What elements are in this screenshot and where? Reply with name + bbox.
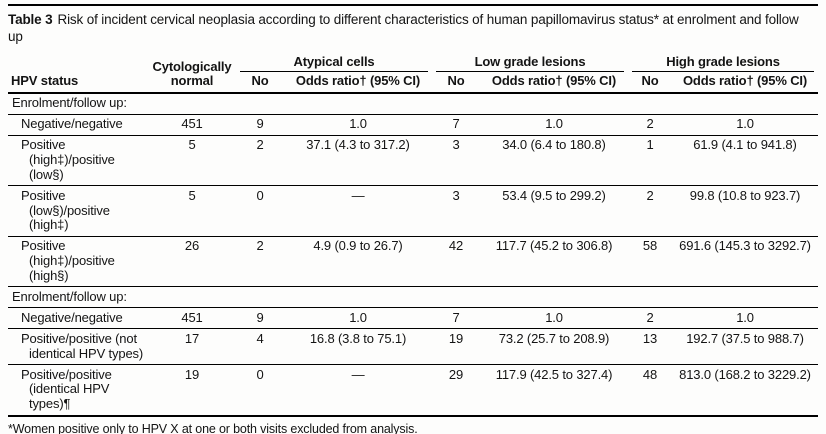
count-cell: 2 bbox=[236, 235, 284, 287]
col-header-cytologically-normal: Cytologically normal bbox=[148, 54, 236, 94]
odds-ratio-cell: 1.0 bbox=[672, 307, 819, 329]
count-cell: 2 bbox=[236, 134, 284, 186]
section-header-row: Enrolment/follow up: bbox=[8, 92, 819, 115]
table-body: Enrolment/follow up: Negative/negative 451… bbox=[8, 92, 819, 416]
odds-ratio-cell: 117.9 (42.5 to 327.4) bbox=[480, 364, 628, 416]
row-label-cell: Negative/negative bbox=[8, 307, 148, 329]
table-title-text: Risk of incident cervical neoplasia acco… bbox=[8, 12, 799, 45]
odds-ratio-cell: 16.8 (3.8 to 75.1) bbox=[284, 328, 432, 365]
col-header-no-atypical: No bbox=[236, 72, 284, 94]
footnote-line: *Women positive only to HPV X at one or … bbox=[8, 421, 418, 434]
count-cell: 0 bbox=[236, 185, 284, 237]
table-row: Positive (high‡)/positive (high§) 26 2 4.9 … bbox=[8, 235, 819, 287]
odds-ratio-cell: 1.0 bbox=[672, 113, 819, 136]
col-header-no-high-grade: No bbox=[628, 72, 672, 94]
col-header-no-low-grade: No bbox=[432, 72, 480, 94]
cytologically-normal-cell: 17 bbox=[148, 328, 236, 365]
sub-header-row: No Odds ratio† (95% CI) No Odds ratio† (… bbox=[8, 72, 819, 94]
odds-ratio-cell: 4.9 (0.9 to 26.7) bbox=[284, 235, 432, 287]
section-label: Enrolment/follow up: bbox=[8, 286, 819, 308]
row-label-cell: Positive (high‡)/positive (high§) bbox=[8, 235, 148, 287]
odds-ratio-cell: 53.4 (9.5 to 299.2) bbox=[480, 185, 628, 237]
odds-ratio-cell: 37.1 (4.3 to 317.2) bbox=[284, 134, 432, 186]
count-cell: 7 bbox=[432, 307, 480, 329]
count-cell: 9 bbox=[236, 307, 284, 329]
col-header-odds-ratio-atypical: Odds ratio† (95% CI) bbox=[284, 72, 432, 94]
results-table: HPV status Cytologically normal Atypical… bbox=[8, 54, 819, 417]
count-cell: 1 bbox=[628, 134, 672, 186]
table-row: Positive/positive (not identical HPV typ… bbox=[8, 328, 819, 365]
odds-ratio-cell: 1.0 bbox=[480, 307, 628, 329]
table-title-label: Table 3 bbox=[8, 12, 53, 27]
row-label-cell: Positive/positive (not identical HPV typ… bbox=[8, 328, 148, 365]
odds-ratio-cell: 1.0 bbox=[284, 113, 432, 136]
count-cell: 29 bbox=[432, 364, 480, 416]
cytologically-normal-cell: 451 bbox=[148, 113, 236, 136]
odds-ratio-cell: 73.2 (25.7 to 208.9) bbox=[480, 328, 628, 365]
odds-ratio-cell: 192.7 (37.5 to 988.7) bbox=[672, 328, 819, 365]
row-label-cell: Positive (high‡)/positive (low§) bbox=[8, 134, 148, 186]
table-header: HPV status Cytologically normal Atypical… bbox=[8, 54, 819, 94]
group-header-row: HPV status Cytologically normal Atypical… bbox=[8, 54, 818, 94]
row-label-cell: Positive/positive (identical HPV types)¶ bbox=[8, 364, 148, 416]
section-header-row: Enrolment/follow up: bbox=[8, 286, 819, 308]
col-header-hpv-status: HPV status bbox=[8, 54, 148, 94]
table-row: Negative/negative 451 9 1.0 7 1.0 2 1.0 bbox=[8, 113, 819, 136]
count-cell: 3 bbox=[432, 185, 480, 237]
table-row: Positive/positive (identical HPV types)¶… bbox=[8, 364, 819, 416]
odds-ratio-cell: 117.7 (45.2 to 306.8) bbox=[480, 235, 628, 287]
count-cell: 42 bbox=[432, 235, 480, 287]
footnotes: *Women positive only to HPV X at one or … bbox=[8, 422, 814, 434]
odds-ratio-cell: 61.9 (4.1 to 941.8) bbox=[672, 134, 819, 186]
cytologically-normal-cell: 5 bbox=[148, 134, 236, 186]
count-cell: 9 bbox=[236, 113, 284, 136]
odds-ratio-cell: 34.0 (6.4 to 180.8) bbox=[480, 134, 628, 186]
table-title: Table 3 Risk of incident cervical neoplas… bbox=[8, 11, 814, 46]
table-row: Negative/negative 451 9 1.0 7 1.0 2 1.0 bbox=[8, 307, 819, 329]
odds-ratio-cell: 99.8 (10.8 to 923.7) bbox=[672, 185, 819, 237]
count-cell: 0 bbox=[236, 364, 284, 416]
cytologically-normal-cell: 451 bbox=[148, 307, 236, 329]
count-cell: 7 bbox=[432, 113, 480, 136]
cytologically-normal-cell: 26 bbox=[148, 235, 236, 287]
group-header-high-grade-lesions: High grade lesions bbox=[628, 54, 818, 73]
row-label-cell: Negative/negative bbox=[8, 113, 148, 136]
group-header-low-grade-lesions: Low grade lesions bbox=[432, 54, 628, 73]
odds-ratio-cell: 1.0 bbox=[480, 113, 628, 136]
count-cell: 2 bbox=[628, 113, 672, 136]
odds-ratio-cell: 813.0 (168.2 to 3229.2) bbox=[672, 364, 819, 416]
odds-ratio-cell: — bbox=[284, 185, 432, 237]
table-row: Positive (high‡)/positive (low§) 5 2 37.1 (… bbox=[8, 134, 819, 186]
count-cell: 13 bbox=[628, 328, 672, 365]
top-rule-divider bbox=[8, 4, 818, 6]
odds-ratio-cell: 691.6 (145.3 to 3292.7) bbox=[672, 235, 819, 287]
cytologically-normal-cell: 19 bbox=[148, 364, 236, 416]
count-cell: 4 bbox=[236, 328, 284, 365]
count-cell: 48 bbox=[628, 364, 672, 416]
group-header-atypical-cells: Atypical cells bbox=[236, 54, 432, 73]
col-header-odds-ratio-high-grade: Odds ratio† (95% CI) bbox=[672, 72, 819, 94]
count-cell: 2 bbox=[628, 185, 672, 237]
odds-ratio-cell: 1.0 bbox=[284, 307, 432, 329]
table-row: Positive (low§)/positive (high‡) 5 0—3 53.4… bbox=[8, 185, 819, 237]
odds-ratio-cell: — bbox=[284, 364, 432, 416]
count-cell: 2 bbox=[628, 307, 672, 329]
count-cell: 19 bbox=[432, 328, 480, 365]
cytologically-normal-cell: 5 bbox=[148, 185, 236, 237]
count-cell: 3 bbox=[432, 134, 480, 186]
section-label: Enrolment/follow up: bbox=[8, 92, 819, 115]
row-label-cell: Positive (low§)/positive (high‡) bbox=[8, 185, 148, 237]
col-header-odds-ratio-low-grade: Odds ratio† (95% CI) bbox=[480, 72, 628, 94]
count-cell: 58 bbox=[628, 235, 672, 287]
